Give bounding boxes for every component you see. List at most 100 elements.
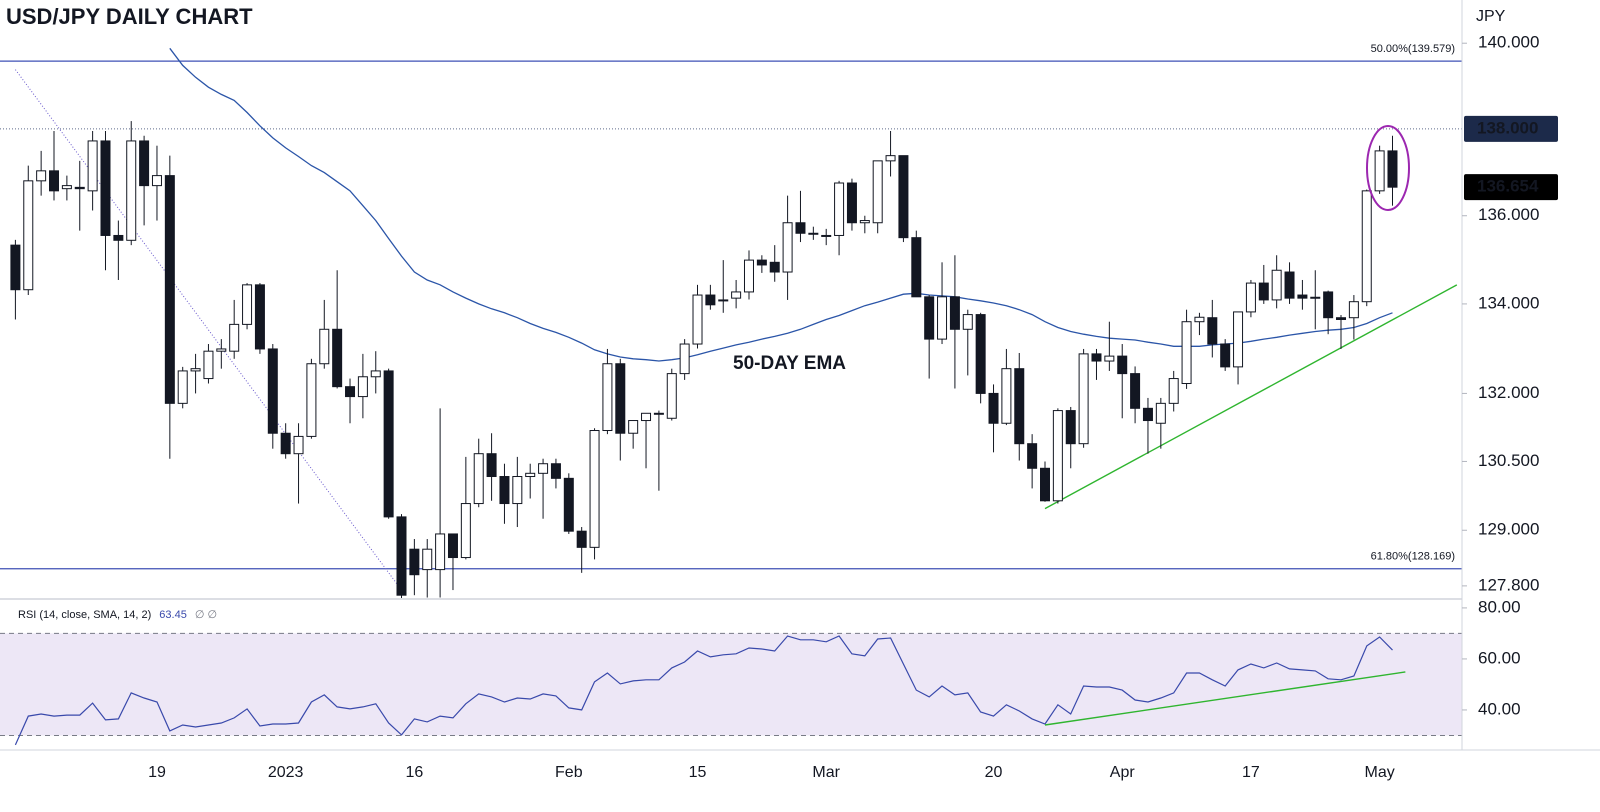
price-pane: 50.00%(139.579) 61.80%(128.169) <box>0 43 1462 598</box>
last-price-label: 136.654 <box>1477 177 1539 196</box>
candle-body <box>911 237 922 298</box>
candle-body <box>718 299 729 302</box>
rsi-legend: RSI (14, close, SMA, 14, 2) 63.45 ∅ ∅ <box>18 609 217 621</box>
candle-body <box>1348 301 1359 319</box>
candle-body <box>74 186 85 190</box>
candle-body <box>1297 294 1308 299</box>
candle-body <box>538 463 549 474</box>
candle-body <box>602 363 613 432</box>
chart-title: USD/JPY DAILY CHART <box>6 4 253 29</box>
candle-body <box>383 370 394 518</box>
candle-body <box>1065 410 1076 445</box>
candle-body <box>473 453 484 505</box>
candle-body <box>808 232 819 235</box>
candle-body <box>1310 296 1321 299</box>
candle-body <box>293 435 304 455</box>
candle-body <box>731 291 742 299</box>
candle-body <box>1052 410 1063 502</box>
candle-body <box>23 180 34 291</box>
candle-body <box>216 348 227 352</box>
candle-body <box>756 259 767 266</box>
candle-body <box>151 175 162 187</box>
ema-label: 50-DAY EMA <box>733 353 846 374</box>
x-tick-label: 2023 <box>268 764 304 781</box>
candle-body <box>949 296 960 330</box>
candle-body <box>641 412 652 422</box>
candle-body <box>1027 443 1038 469</box>
x-tick-label: 17 <box>1242 764 1260 781</box>
candle-body <box>769 261 780 273</box>
rsi-last-value: 63.45 <box>159 609 187 621</box>
candle-body <box>512 476 523 505</box>
candle-body <box>628 420 639 434</box>
candle-body <box>1078 353 1089 445</box>
currency-label: JPY <box>1476 8 1506 25</box>
candle-body <box>267 348 278 434</box>
candle-body <box>1220 343 1231 368</box>
candle-body <box>49 170 60 192</box>
rsi-tick-label: 60.00 <box>1478 648 1521 667</box>
candle-body <box>1374 150 1385 192</box>
candle-body <box>1336 317 1347 320</box>
candle-body <box>846 182 857 224</box>
y-tick-label: 136.000 <box>1478 205 1539 224</box>
y-tick-label: 140.000 <box>1478 33 1539 52</box>
candle-body <box>1271 269 1282 301</box>
candle-body <box>834 182 845 236</box>
candle-body <box>872 160 883 224</box>
candle-body <box>113 234 124 241</box>
candle-body <box>1194 316 1205 323</box>
rsi-title: RSI (14, close, SMA, 14, 2) <box>18 609 151 621</box>
candle-body <box>615 363 626 434</box>
candle-body <box>589 430 600 548</box>
candle-body <box>1091 353 1102 362</box>
candle-body <box>357 376 368 398</box>
candle-body <box>782 222 793 273</box>
candle-body <box>1168 378 1179 404</box>
rsi-tick-label: 80.00 <box>1478 597 1521 616</box>
candle-body <box>280 432 291 455</box>
candle-body <box>924 296 935 340</box>
candle-body <box>229 323 240 352</box>
candle-body <box>87 140 98 192</box>
x-tick-label: 16 <box>405 764 423 781</box>
candle-body <box>859 220 870 224</box>
candle-body <box>1361 190 1372 303</box>
y-tick-label: 134.000 <box>1478 293 1539 312</box>
diagonal-line <box>14 69 402 591</box>
candle-body <box>1117 355 1128 375</box>
x-tick-label: Mar <box>812 764 840 781</box>
x-tick-label: Apr <box>1110 764 1136 781</box>
trendline <box>1044 284 1458 510</box>
candle-body <box>962 314 973 330</box>
candle-body <box>10 244 21 291</box>
rsi-trendline <box>1044 671 1406 726</box>
y-tick-label: 127.800 <box>1478 575 1539 594</box>
candle-body <box>1233 311 1244 368</box>
candle-body <box>1142 407 1153 422</box>
candle-body <box>139 140 150 187</box>
candle-body <box>576 530 587 548</box>
candle-body <box>1181 321 1192 385</box>
candle-body <box>345 386 356 398</box>
x-tick-label: Feb <box>555 764 583 781</box>
candle-body <box>1130 373 1141 409</box>
candle-body <box>177 370 188 404</box>
candle-body <box>1001 368 1012 424</box>
level-box <box>1464 115 1558 142</box>
candle-body <box>164 175 175 404</box>
candle-body <box>370 370 381 378</box>
candle-body <box>1155 402 1166 424</box>
candle-body <box>795 222 806 234</box>
candle-body <box>486 453 497 478</box>
candle-body <box>821 234 832 237</box>
candle-body <box>679 343 690 375</box>
fib-label: 61.80%(128.169) <box>1371 551 1455 563</box>
candle-body <box>550 463 561 479</box>
candle-body <box>988 392 999 424</box>
candle-body <box>525 472 536 478</box>
candle-body <box>563 477 574 532</box>
candle-body <box>666 373 677 419</box>
candle-body <box>885 155 896 162</box>
candle-body <box>409 548 420 576</box>
